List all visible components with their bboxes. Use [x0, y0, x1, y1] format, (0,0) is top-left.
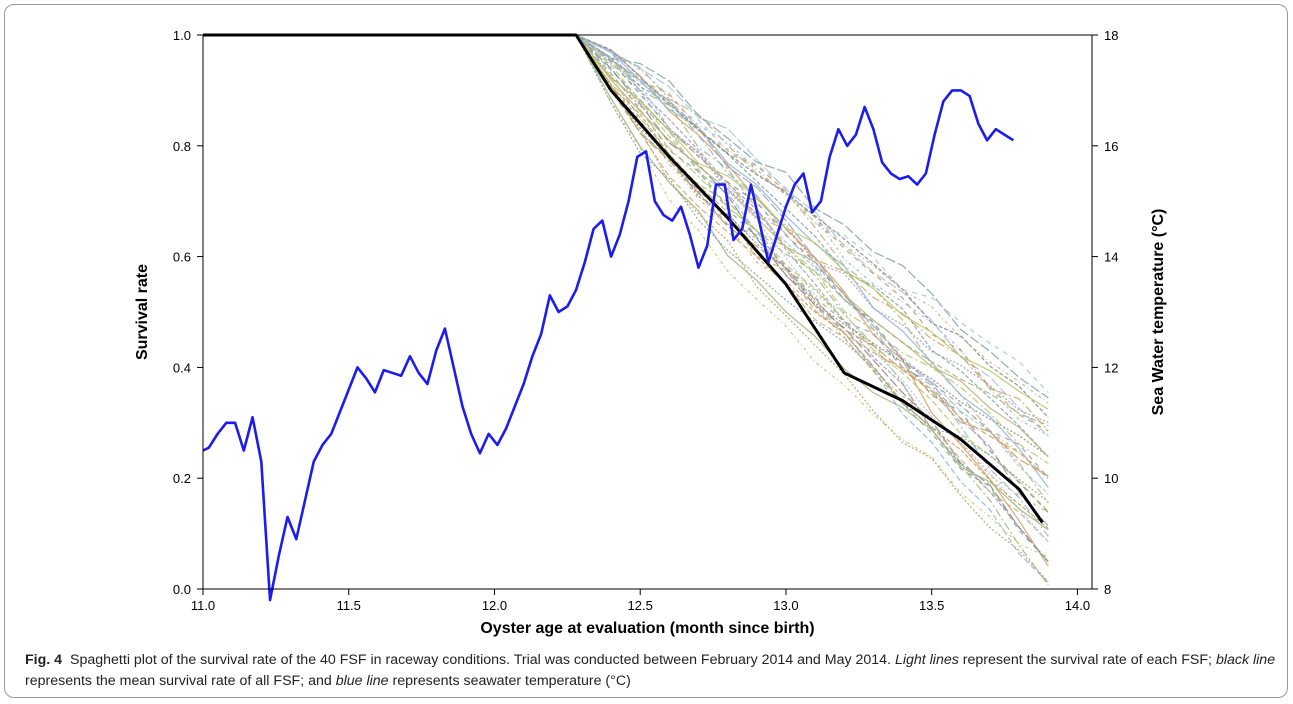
- y2-tick-label: 18: [1104, 28, 1118, 43]
- y-tick-label: 1.0: [173, 28, 191, 43]
- individual-series-line: [575, 34, 1049, 432]
- y-tick-label: 0.0: [173, 582, 191, 597]
- individual-series-line: [575, 34, 1049, 527]
- y2-tick-label: 10: [1104, 471, 1118, 486]
- individual-series-line: [575, 34, 1049, 543]
- caption-text-2: represent the survival rate of each FSF;: [962, 652, 1212, 668]
- caption-italic-1: Light lines: [894, 652, 959, 668]
- y-axis-title: Survival rate: [134, 264, 151, 360]
- plot-border: [202, 34, 1093, 590]
- y-tick-label: 0.6: [173, 250, 191, 265]
- figure-caption: Fig. 4 Spaghetti plot of the survival ra…: [25, 650, 1280, 692]
- temperature-line: [202, 89, 1014, 602]
- caption-label: Fig. 4: [25, 652, 63, 668]
- y-tick-label: 0.4: [173, 360, 191, 375]
- individual-series-line: [575, 34, 1049, 458]
- y2-tick-label: 16: [1104, 139, 1118, 154]
- y2-tick-label: 12: [1104, 360, 1118, 375]
- y2-tick-label: 14: [1104, 250, 1118, 265]
- individual-series-line: [575, 34, 1049, 479]
- individual-series-line: [575, 34, 1049, 488]
- figure-frame: 11.0 11.5 12.0 12.5 13.0 13.5 14.0 0.0 0.2 0.4 0.6…: [4, 4, 1288, 698]
- individual-series-line: [575, 34, 1049, 464]
- individual-series-line: [575, 34, 1049, 504]
- individual-series-line: [575, 34, 1049, 424]
- mean-series-group: [203, 33, 1044, 524]
- x-axis-title: Oyster age at evaluation (month since bi…: [480, 620, 814, 637]
- caption-text-4: represents seawater temperature (°C): [392, 673, 631, 689]
- x-tick-label: 11.0: [191, 598, 215, 613]
- individual-series-line: [575, 34, 1049, 529]
- individual-series-line: [575, 34, 1049, 427]
- individual-series-line: [575, 34, 1049, 495]
- individual-series-line: [575, 34, 1049, 563]
- caption-text-3: represents the mean survival rate of all…: [25, 673, 332, 689]
- x-tick-label: 14.0: [1065, 598, 1090, 613]
- caption-italic-3: blue line: [335, 673, 389, 689]
- individual-series-line: [575, 34, 1049, 418]
- individual-series-line: [575, 34, 1049, 479]
- y2-tick-label: 8: [1104, 582, 1111, 597]
- individual-series-line: [575, 34, 1049, 503]
- x-tick-label: 11.5: [337, 598, 361, 613]
- axes-group: 11.0 11.5 12.0 12.5 13.0 13.5 14.0 0.0 0.2 0.4 0.6…: [173, 28, 1119, 613]
- caption-text-1: Spaghetti plot of the survival rate of t…: [70, 652, 891, 668]
- y-tick-label: 0.2: [173, 471, 191, 486]
- individual-series-line: [575, 34, 1049, 562]
- x-tick-label: 13.5: [919, 598, 944, 613]
- individual-series-line: [575, 34, 1049, 393]
- x-tick-label: 12.5: [628, 598, 653, 613]
- individual-series-line: [575, 34, 1049, 567]
- x-tick-label: 12.0: [482, 598, 507, 613]
- individual-series-line: [575, 34, 1049, 562]
- mean-survival-line: [203, 33, 1044, 524]
- y-tick-label: 0.8: [173, 139, 191, 154]
- individual-series-group: [575, 34, 1049, 586]
- individual-series-line: [575, 34, 1049, 477]
- individual-series-line: [575, 34, 1049, 437]
- temperature-series-group: [202, 89, 1014, 602]
- individual-series-line: [575, 34, 1049, 410]
- individual-series-line: [575, 34, 1049, 543]
- x-tick-label: 13.0: [773, 598, 798, 613]
- individual-series-line: [575, 34, 1049, 404]
- individual-series-line: [575, 34, 1049, 399]
- survival-temperature-chart: 11.0 11.5 12.0 12.5 13.0 13.5 14.0 0.0 0.2 0.4 0.6…: [134, 28, 1167, 637]
- individual-series-line: [575, 34, 1049, 583]
- caption-italic-2: black line: [1215, 652, 1276, 668]
- individual-series-line: [575, 34, 1049, 512]
- y2-axis-title: Sea Water temperature (°C): [1150, 209, 1167, 416]
